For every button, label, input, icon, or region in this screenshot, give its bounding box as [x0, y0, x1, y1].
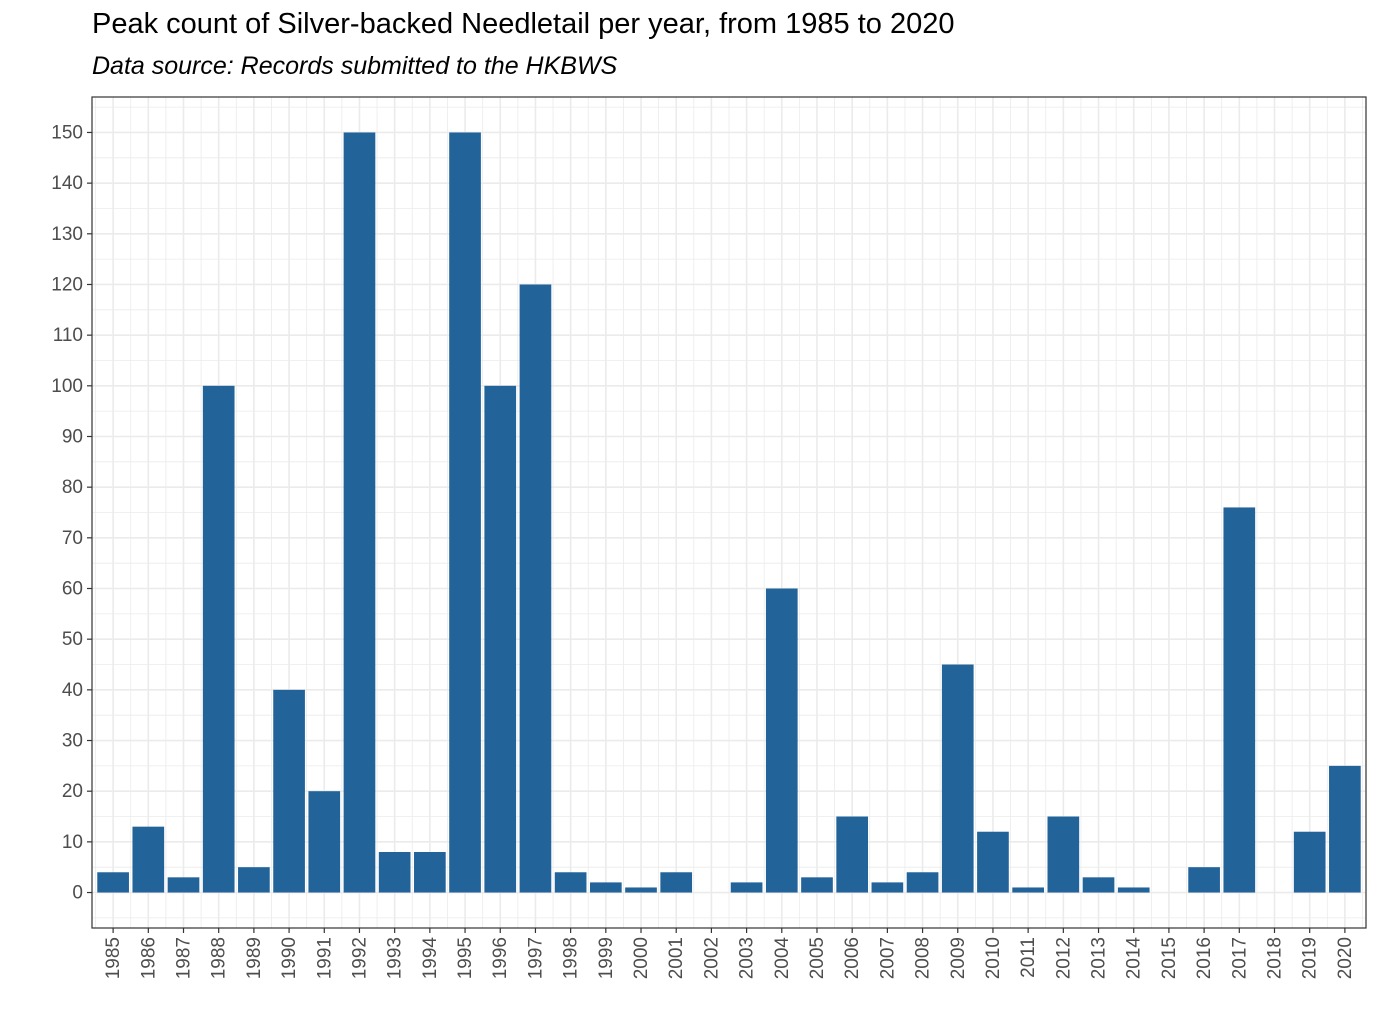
bar-1997 — [519, 284, 552, 893]
bar-1994 — [414, 851, 446, 893]
x-tick-label: 1992 — [349, 937, 370, 979]
x-tick-label: 2003 — [737, 937, 758, 979]
x-tick-label: 2002 — [701, 937, 722, 979]
x-tick-label: 2012 — [1053, 937, 1074, 979]
bar-2009 — [941, 664, 974, 893]
chart-title: Peak count of Silver-backed Needletail p… — [92, 8, 955, 40]
x-tick-label: 2010 — [983, 937, 1004, 979]
bar-1995 — [449, 132, 481, 893]
bars — [97, 132, 1361, 893]
bar-1998 — [554, 872, 587, 893]
y-tick-label: 130 — [51, 224, 83, 245]
bar-1985 — [97, 872, 129, 893]
panel-border — [91, 96, 1367, 929]
y-tick-label: 0 — [72, 883, 83, 904]
bar-2010 — [977, 831, 1009, 893]
x-tick-label: 1997 — [525, 937, 546, 979]
bar-2020 — [1329, 765, 1361, 893]
bar-2013 — [1082, 877, 1115, 893]
x-tick-label: 2013 — [1089, 937, 1110, 979]
chart-subtitle: Data source: Records submitted to the HK… — [92, 52, 618, 80]
bar-2005 — [801, 877, 833, 893]
bar-1993 — [378, 851, 411, 893]
y-tick-label: 90 — [62, 426, 83, 447]
y-tick-label: 10 — [62, 832, 83, 853]
x-tick-label: 2014 — [1124, 937, 1145, 980]
bar-1986 — [132, 826, 165, 893]
bar-1996 — [484, 385, 517, 893]
y-tick-label: 70 — [62, 528, 83, 549]
y-tick-label: 50 — [62, 629, 83, 650]
y-tick-label: 110 — [53, 325, 83, 346]
x-tick-label: 2006 — [842, 937, 863, 979]
bar-2014 — [1117, 887, 1150, 893]
x-tick-label: 1995 — [455, 937, 476, 979]
y-tick-label: 120 — [51, 274, 83, 295]
y-tick-label: 30 — [62, 731, 83, 752]
x-tick-label: 1991 — [314, 937, 335, 979]
x-tick-label: 1993 — [385, 937, 406, 979]
bar-2008 — [906, 872, 939, 893]
x-tick-label: 1985 — [103, 937, 124, 979]
axes: 0 10 20 30 40 50 60 70 80 90 100 110 120 130 140 150 198… — [51, 122, 1356, 979]
x-tick-label: 2009 — [948, 937, 969, 979]
x-tick-label: 2000 — [631, 937, 652, 979]
bar-1989 — [238, 867, 270, 893]
bar-1990 — [273, 689, 305, 893]
y-tick-label: 20 — [62, 781, 83, 802]
x-tick-label: 2001 — [666, 937, 687, 979]
x-tick-label: 1999 — [596, 937, 617, 979]
x-tick-label: 2005 — [807, 937, 828, 979]
bar-2006 — [836, 816, 869, 893]
y-tick-label: 60 — [62, 579, 83, 600]
y-tick-label: 40 — [62, 680, 83, 701]
x-tick-label: 2017 — [1229, 937, 1250, 979]
x-tick-label: 1989 — [244, 937, 265, 979]
x-tick-label: 1996 — [490, 937, 511, 979]
x-tick-label: 2020 — [1335, 937, 1356, 979]
bar-1987 — [167, 877, 200, 893]
x-tick-label: 1998 — [561, 937, 582, 979]
x-tick-label: 1986 — [138, 937, 159, 979]
x-tick-label: 1987 — [174, 937, 195, 979]
y-tick-label: 140 — [51, 173, 83, 194]
x-tick-label: 2019 — [1300, 937, 1321, 979]
bar-1999 — [589, 882, 622, 893]
x-tick-label: 1988 — [209, 937, 230, 979]
y-tick-label: 100 — [51, 376, 83, 397]
bar-2019 — [1293, 831, 1326, 893]
x-tick-label: 2016 — [1194, 937, 1215, 979]
y-tick-label: 80 — [62, 477, 83, 498]
bar-2003 — [730, 882, 763, 893]
bar-2007 — [871, 882, 904, 893]
bar-1991 — [308, 791, 341, 893]
x-tick-label: 2008 — [913, 937, 934, 979]
bar-2011 — [1012, 887, 1044, 893]
bar-2017 — [1223, 507, 1256, 893]
bar-2001 — [660, 872, 693, 893]
x-tick-label: 2011 — [1018, 937, 1039, 978]
bar-2016 — [1188, 867, 1220, 893]
bar-1988 — [202, 385, 235, 893]
bar-1992 — [343, 132, 376, 893]
x-tick-label: 1994 — [420, 937, 441, 980]
bar-2000 — [625, 887, 657, 893]
bar-2004 — [765, 588, 798, 893]
x-tick-label: 2007 — [877, 937, 898, 979]
x-tick-label: 2015 — [1159, 937, 1180, 979]
y-tick-label: 150 — [51, 122, 83, 143]
x-tick-label: 2004 — [772, 937, 793, 980]
x-tick-label: 1990 — [279, 937, 300, 979]
x-tick-label: 2018 — [1264, 937, 1285, 979]
bar-2012 — [1047, 816, 1080, 893]
